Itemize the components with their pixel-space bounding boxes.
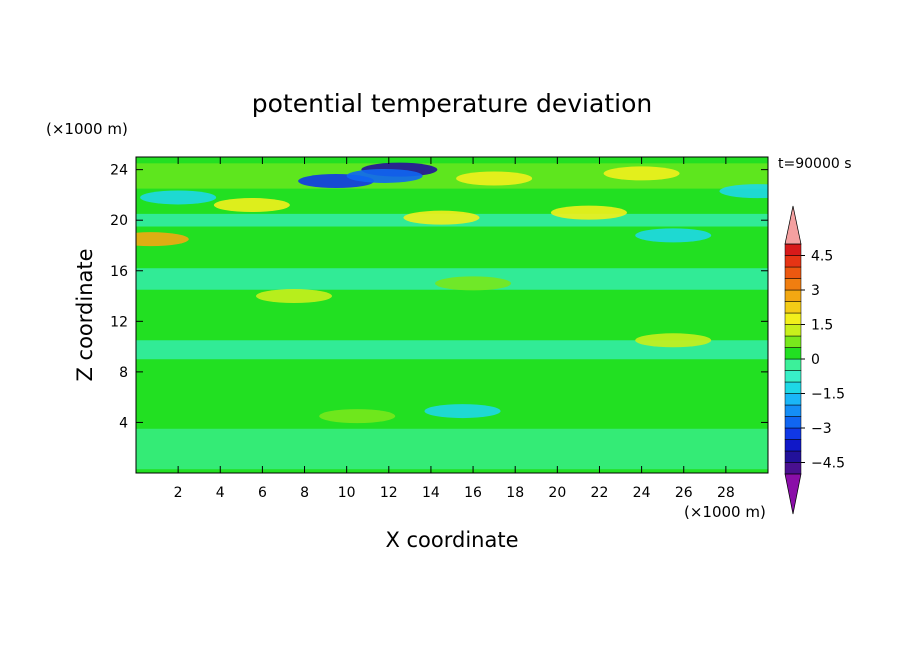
- x-tick-label: 8: [300, 485, 309, 501]
- colorbar-over-arrow: [784, 205, 802, 245]
- colorbar-swatch: [784, 266, 802, 279]
- field-band: [136, 239, 768, 259]
- x-axis: 2 4 6 8 10 12 14 16 18 20 22 24 26 28: [174, 157, 735, 501]
- colorbar-swatch: [784, 427, 802, 440]
- colorbar-swatch: [784, 450, 802, 463]
- colorbar-swatch: [784, 358, 802, 371]
- x-tick-label: 24: [633, 485, 651, 501]
- field-band: [136, 378, 768, 404]
- colorbar-swatch: [784, 381, 802, 394]
- colorbar-swatch: [784, 255, 802, 268]
- colorbar-swatch: [784, 301, 802, 314]
- x-tick-label: 18: [506, 485, 524, 501]
- anomaly: [136, 232, 189, 247]
- colorbar-swatch: [784, 278, 802, 291]
- colorbar-swatch: [784, 324, 802, 337]
- y-tick-label: 8: [119, 365, 128, 381]
- colorbar: 4.5 3 1.5 0 −1.5 −3 −4.5: [784, 205, 845, 515]
- anomaly: [603, 166, 680, 181]
- x-tick-label: 6: [258, 485, 267, 501]
- colorbar-swatch: [784, 289, 802, 302]
- anomaly: [256, 289, 332, 304]
- colorbar-label: 0: [811, 352, 820, 368]
- x-tick-label: 14: [422, 485, 440, 501]
- y-tick-label: 24: [110, 163, 128, 179]
- colorbar-label: −3: [811, 421, 832, 437]
- colorbar-swatch: [784, 416, 802, 429]
- colorbar-label: 4.5: [811, 249, 833, 265]
- x-tick-label: 4: [216, 485, 225, 501]
- colorbar-label: 1.5: [811, 318, 833, 334]
- x-tick-label: 22: [591, 485, 609, 501]
- y-axis: 4 8 12 16 20 24: [110, 163, 768, 431]
- y-axis-title: Z coordinate: [73, 248, 97, 381]
- anomaly: [213, 198, 290, 213]
- x-tick-label: 20: [548, 485, 566, 501]
- colorbar-swatch: [784, 335, 802, 348]
- colorbar-label: −1.5: [811, 387, 845, 403]
- colorbar-swatch: [784, 347, 802, 360]
- colorbar-swatch: [784, 404, 802, 417]
- x-unit-label: (×1000 m): [684, 503, 766, 521]
- field-band: [136, 428, 768, 470]
- y-unit-label: (×1000 m): [46, 120, 128, 138]
- x-tick-label: 10: [338, 485, 356, 501]
- x-tick-label: 12: [380, 485, 398, 501]
- x-tick-label: 26: [675, 485, 693, 501]
- colorbar-label: −4.5: [811, 456, 845, 472]
- colorbar-swatch: [784, 243, 802, 256]
- heatmap-field: [136, 162, 768, 470]
- y-tick-label: 12: [110, 314, 128, 330]
- colorbar-swatch: [784, 393, 802, 406]
- colorbar-swatch: [784, 370, 802, 383]
- anomaly: [550, 205, 627, 220]
- anomaly: [346, 168, 423, 183]
- anomaly: [140, 190, 217, 205]
- x-tick-label: 28: [717, 485, 735, 501]
- anomaly: [635, 228, 712, 243]
- anomaly: [319, 409, 396, 424]
- x-tick-label: 16: [464, 485, 482, 501]
- colorbar-swatch: [784, 439, 802, 452]
- field-band: [136, 308, 768, 332]
- colorbar-label: 3: [811, 283, 820, 299]
- time-label: t=90000 s: [778, 156, 852, 172]
- colorbar-swatch: [784, 462, 802, 475]
- field-band: [136, 340, 768, 360]
- anomaly: [456, 171, 533, 186]
- anomaly: [403, 210, 480, 225]
- anomaly: [435, 276, 512, 291]
- y-tick-label: 16: [110, 264, 128, 280]
- anomaly: [424, 404, 501, 419]
- colorbar-swatch: [784, 312, 802, 325]
- plot-frame: [135, 156, 769, 474]
- y-tick-label: 4: [119, 415, 128, 431]
- x-tick-label: 2: [174, 485, 183, 501]
- anomaly: [719, 184, 768, 199]
- x-axis-title: X coordinate: [385, 528, 518, 552]
- chart-title: potential temperature deviation: [252, 89, 652, 118]
- colorbar-under-arrow: [784, 473, 802, 515]
- anomaly: [635, 333, 712, 348]
- y-tick-label: 20: [110, 213, 128, 229]
